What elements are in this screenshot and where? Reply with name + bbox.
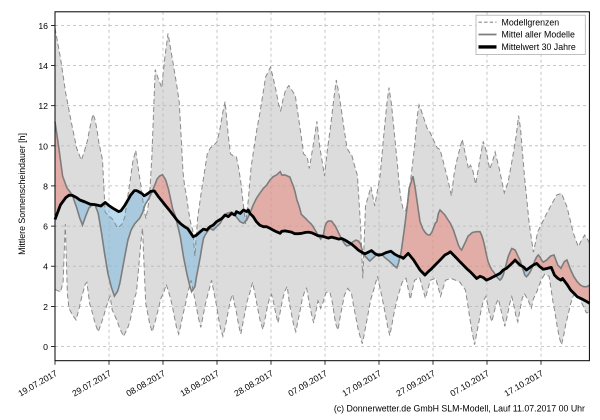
svg-text:Mittel aller Modelle: Mittel aller Modelle: [502, 30, 575, 40]
svg-text:Modellgrenzen: Modellgrenzen: [502, 17, 560, 27]
svg-text:Mittlere Sonnenscheindauer [h]: Mittlere Sonnenscheindauer [h]: [17, 133, 27, 255]
svg-text:(c) Donnerwetter.de GmbH SLM-M: (c) Donnerwetter.de GmbH SLM-Modell, Lau…: [334, 404, 585, 414]
svg-text:6: 6: [43, 222, 48, 232]
svg-text:10: 10: [38, 141, 48, 151]
svg-text:8: 8: [43, 181, 48, 191]
svg-text:0: 0: [43, 342, 48, 352]
svg-text:16: 16: [38, 21, 48, 31]
svg-text:2: 2: [43, 302, 48, 312]
svg-text:4: 4: [43, 262, 48, 272]
svg-text:Mittelwert 30 Jahre: Mittelwert 30 Jahre: [502, 42, 576, 52]
svg-text:14: 14: [38, 61, 48, 71]
svg-text:12: 12: [38, 101, 48, 111]
